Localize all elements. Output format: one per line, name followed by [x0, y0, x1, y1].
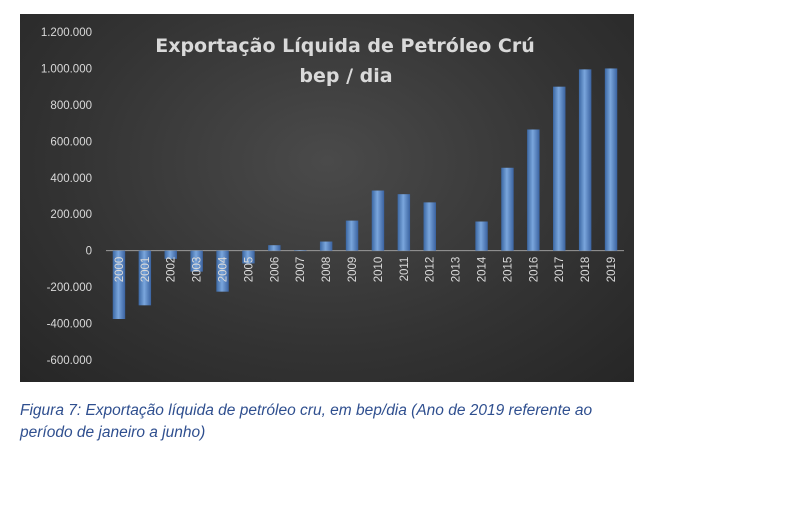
x-tick-label: 2017: [554, 257, 566, 283]
x-tick-label: 2008: [321, 257, 333, 283]
x-axis-labels: 2000 2001 2002 2003 2004 2005 2006 2007 2008 2009…: [114, 256, 618, 282]
x-tick-label: 2007: [295, 257, 307, 283]
y-axis-labels: 1.200.000 1.000.000 800.000 600.000 400.000 2…: [41, 27, 92, 367]
bar-2012: [423, 202, 436, 251]
y-tick-label: 200.000: [50, 209, 92, 221]
bar-2003: [190, 250, 203, 272]
x-tick-label: 2016: [528, 257, 540, 283]
x-tick-label: 2002: [166, 257, 178, 283]
y-tick-label: 400.000: [50, 173, 92, 185]
bar-2015: [501, 167, 514, 251]
bar-2006: [268, 245, 281, 251]
caption-line-2: período de janeiro a junho): [20, 424, 206, 441]
x-tick-label: 2019: [606, 257, 618, 283]
bar-2001: [138, 250, 152, 306]
chart-panel: 1.200.000 1.000.000 800.000 600.000 400.000 2…: [20, 14, 634, 382]
x-tick-label: 2015: [502, 257, 514, 283]
figure-caption: Figura 7: Exportação líquida de petróleo…: [20, 400, 740, 444]
bar-2016: [527, 129, 540, 251]
bar-2014: [475, 221, 488, 251]
bar-2002: [164, 250, 177, 259]
bar-chart: 1.200.000 1.000.000 800.000 600.000 400.000 2…: [41, 27, 624, 367]
x-tick-label: 2010: [373, 257, 385, 283]
x-tick-label: 2003: [192, 257, 204, 283]
chart-subtitle: bep / dia: [299, 65, 392, 87]
x-tick-label: 2012: [425, 257, 437, 283]
x-tick-label: 2001: [140, 257, 152, 283]
bar-2019: [604, 68, 618, 251]
y-tick-label: 1.200.000: [41, 27, 92, 39]
y-tick-label: 600.000: [50, 136, 92, 148]
bar-2005: [242, 250, 255, 264]
bars: [112, 68, 618, 319]
bar-2008: [319, 241, 333, 251]
bar-2010: [371, 190, 385, 251]
bar-2017: [553, 86, 566, 251]
chart-title: Exportação Líquida de Petróleo Crú: [155, 35, 535, 57]
x-tick-label: 2011: [399, 257, 411, 282]
x-tick-label: 2005: [243, 257, 255, 283]
bar-2009: [345, 220, 359, 251]
x-tick-label: 2006: [269, 257, 281, 283]
x-tick-label: 2004: [218, 256, 230, 282]
y-tick-label: -200.000: [47, 282, 92, 294]
y-tick-label: 0: [86, 246, 92, 258]
y-tick-label: 1.000.000: [41, 63, 92, 75]
x-tick-label: 2000: [114, 257, 126, 283]
x-tick-label: 2014: [477, 256, 489, 282]
bar-2000: [112, 250, 126, 319]
bar-2011: [397, 194, 411, 251]
bar-2018: [578, 69, 592, 251]
bar-2007: [294, 250, 307, 251]
y-tick-label: -600.000: [47, 355, 92, 367]
bar-2004: [216, 250, 229, 292]
x-tick-label: 2018: [580, 257, 592, 283]
caption-line-1: Figura 7: Exportação líquida de petróleo…: [20, 402, 593, 419]
y-tick-label: -400.000: [47, 319, 92, 331]
y-tick-label: 800.000: [50, 100, 92, 112]
x-tick-label: 2009: [347, 257, 359, 283]
x-tick-label: 2013: [451, 257, 463, 283]
